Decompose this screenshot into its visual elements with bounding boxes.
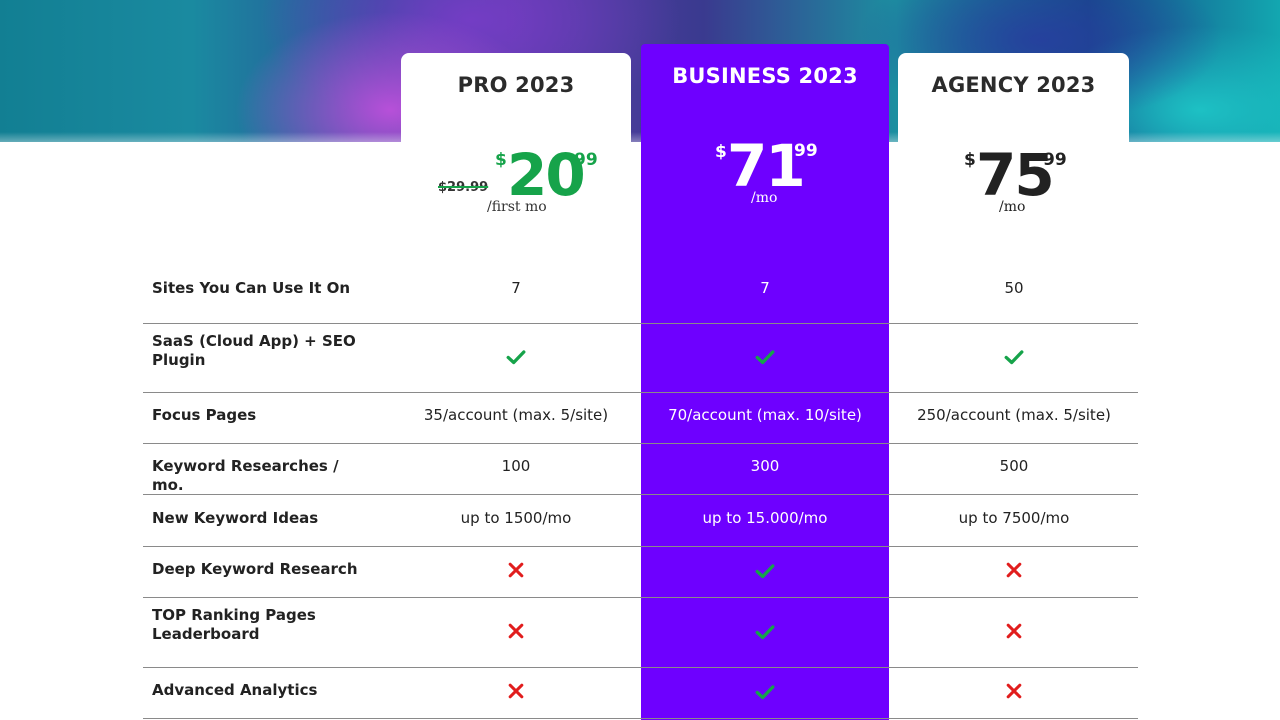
price-period: /mo bbox=[751, 190, 778, 206]
plan-title: AGENCY 2023 bbox=[931, 73, 1096, 97]
feature-value: 250/account (max. 5/site) bbox=[917, 406, 1111, 424]
plan-card-business[interactable]: BUSINESS 2023 $ 71 99 /mo bbox=[641, 44, 889, 720]
check-icon bbox=[392, 346, 640, 372]
feature-value: 7 bbox=[511, 279, 521, 297]
plan-title: PRO 2023 bbox=[457, 73, 575, 97]
feature-value: 50 bbox=[1004, 279, 1024, 297]
feature-label: Deep Keyword Research bbox=[152, 560, 358, 578]
feature-row: Focus Pages 35/account (max. 5/site) 70/ac… bbox=[143, 393, 1138, 444]
check-icon bbox=[890, 346, 1138, 372]
currency-symbol: $ bbox=[715, 142, 727, 162]
check-icon bbox=[641, 560, 889, 586]
original-price: $29.99 bbox=[438, 180, 489, 195]
feature-label: TOP Ranking Pages Leaderboard bbox=[152, 606, 316, 643]
feature-label: New Keyword Ideas bbox=[152, 509, 319, 527]
feature-label: Focus Pages bbox=[152, 406, 257, 424]
cross-icon bbox=[890, 560, 1138, 584]
price-cents: 99 bbox=[574, 150, 598, 170]
check-icon bbox=[641, 621, 889, 647]
price-cents: 99 bbox=[1043, 150, 1067, 170]
feature-label: Sites You Can Use It On bbox=[152, 279, 351, 297]
feature-value: up to 7500/mo bbox=[958, 509, 1070, 527]
feature-label: Advanced Analytics bbox=[152, 681, 318, 699]
plan-title: BUSINESS 2023 bbox=[672, 64, 858, 88]
check-icon bbox=[641, 346, 889, 372]
feature-row: Advanced Analytics bbox=[143, 668, 1138, 719]
plan-card-agency[interactable]: AGENCY 2023 $ 75 99 /mo bbox=[898, 53, 1129, 253]
feature-value: 100 bbox=[501, 457, 531, 475]
price-whole: 75 bbox=[976, 141, 1055, 209]
cross-icon bbox=[392, 560, 640, 584]
feature-row: Sites You Can Use It On 7 7 50 bbox=[143, 258, 1138, 324]
feature-value: 300 bbox=[750, 457, 780, 475]
price-whole: 71 bbox=[727, 132, 806, 200]
check-icon bbox=[641, 681, 889, 707]
price-period: /mo bbox=[999, 199, 1026, 215]
cross-icon bbox=[392, 681, 640, 705]
feature-label: Keyword Researches / mo. bbox=[152, 457, 339, 494]
feature-row: Deep Keyword Research bbox=[143, 547, 1138, 598]
feature-row: TOP Ranking Pages Leaderboard bbox=[143, 598, 1138, 668]
feature-row: SaaS (Cloud App) + SEO Plugin bbox=[143, 324, 1138, 393]
price-cents: 99 bbox=[794, 141, 818, 161]
feature-value: 35/account (max. 5/site) bbox=[423, 406, 609, 424]
feature-label: SaaS (Cloud App) + SEO Plugin bbox=[152, 332, 356, 369]
currency-symbol: $ bbox=[964, 150, 976, 170]
feature-value: up to 1500/mo bbox=[460, 509, 572, 527]
feature-row: Keyword Researches / mo. 100 300 500 bbox=[143, 444, 1138, 495]
currency-symbol: $ bbox=[495, 150, 507, 170]
plan-card-pro[interactable]: PRO 2023 $29.99 $ 20 99 /first mo bbox=[401, 53, 631, 253]
feature-value: up to 15.000/mo bbox=[702, 509, 828, 527]
price-period: /first mo bbox=[487, 199, 547, 215]
cross-icon bbox=[392, 621, 640, 645]
feature-value: 7 bbox=[760, 279, 770, 297]
cross-icon bbox=[890, 681, 1138, 705]
feature-row: New Keyword Ideas up to 1500/mo up to 15.0… bbox=[143, 495, 1138, 547]
cross-icon bbox=[890, 621, 1138, 645]
feature-value: 500 bbox=[999, 457, 1029, 475]
price-whole: 20 bbox=[507, 141, 586, 209]
feature-value: 70/account (max. 10/site) bbox=[668, 406, 862, 424]
